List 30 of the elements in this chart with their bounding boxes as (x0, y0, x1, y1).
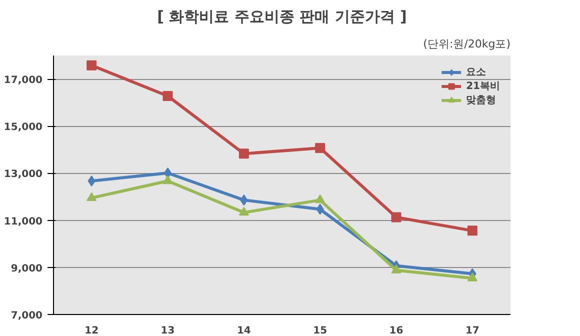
point (391, 264, 402, 274)
point (315, 143, 326, 154)
point (238, 148, 249, 159)
point (238, 206, 249, 216)
legend-label: 맞춤형 (466, 94, 496, 107)
y-tick-label: 7,000 (10, 310, 43, 322)
y-tick-label: 13,000 (4, 169, 43, 180)
legend-label: 21복비 (466, 80, 500, 93)
x-tick-label: 14 (236, 326, 251, 336)
x-tick-label: 16 (389, 326, 404, 336)
x-tick-label: 12 (84, 326, 99, 336)
chart-title: [ 화학비료 주요비종 판매 기준가격 ] (157, 8, 407, 26)
point (391, 212, 402, 222)
x-tick-label: 13 (160, 326, 175, 336)
point (86, 60, 97, 70)
y-tick-label: 11,000 (4, 216, 43, 228)
point (86, 192, 97, 202)
legend-label: 요소 (466, 66, 486, 79)
y-tick-label: 17,000 (4, 75, 43, 86)
y-tick-label: 15,000 (4, 122, 43, 134)
point (162, 175, 173, 184)
point (467, 272, 478, 282)
chart-subtitle: (단위:원/20kg포) (423, 38, 511, 50)
point (164, 167, 172, 178)
point (315, 194, 326, 204)
x-tick-label: 15 (313, 326, 328, 336)
point (162, 91, 173, 101)
x-tick-label: 17 (465, 326, 480, 336)
point (467, 226, 478, 236)
y-tick-label: 9,000 (10, 263, 43, 274)
